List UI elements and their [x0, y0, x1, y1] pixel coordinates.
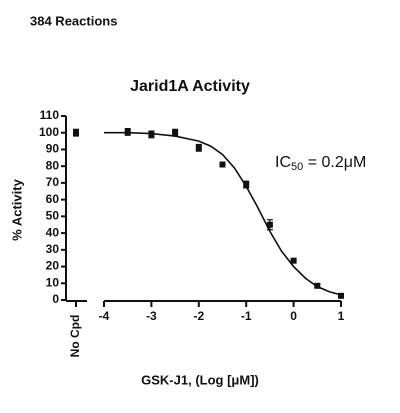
y-tick-label: 30 [46, 242, 60, 256]
data-point [338, 292, 344, 299]
x-tick-label: -1 [241, 309, 252, 323]
y-tick-label: 110 [40, 108, 60, 122]
data-point [290, 257, 297, 264]
x-tick-label: 1 [338, 309, 345, 323]
annotation-text: IC [275, 154, 291, 171]
data-point [195, 144, 202, 151]
annotation-text: = 0.2μM [303, 154, 366, 171]
y-tick-label: 10 [46, 275, 60, 289]
data-point [243, 181, 250, 188]
y-tick-label: 90 [46, 142, 60, 156]
y-tick-label: 40 [46, 225, 60, 239]
y-tick-label: 70 [46, 175, 60, 189]
data-point [73, 129, 79, 136]
y-tick-label: 100 [39, 125, 59, 139]
x-tick-label: -3 [146, 309, 157, 323]
x-tick-label: -4 [99, 309, 110, 323]
y-tick-label: 60 [46, 192, 60, 206]
x-tick-label: 0 [290, 309, 297, 323]
header: 384 Reactions [30, 13, 117, 28]
y-tick-label: 0 [52, 292, 59, 306]
data-point [172, 129, 179, 136]
y-tick-label: 20 [46, 259, 60, 273]
data-point [266, 221, 273, 228]
data-point [124, 128, 131, 135]
chart-title: Jarid1A Activity [130, 78, 250, 95]
y-tick-label: 50 [46, 209, 60, 223]
x-tick-label: No Cpd [68, 315, 82, 358]
data-point [314, 282, 321, 289]
x-tick-label: -2 [193, 309, 204, 323]
y-axis-label: % Activity [9, 178, 24, 240]
annotation-subscript: 50 [291, 161, 303, 173]
data-point [219, 161, 226, 168]
y-tick-label: 80 [46, 158, 60, 172]
data-point [148, 131, 155, 138]
annotation: IC50 = 0.2μM [275, 154, 366, 173]
x-axis-label: GSK-J1, (Log [μM]) [141, 372, 259, 387]
